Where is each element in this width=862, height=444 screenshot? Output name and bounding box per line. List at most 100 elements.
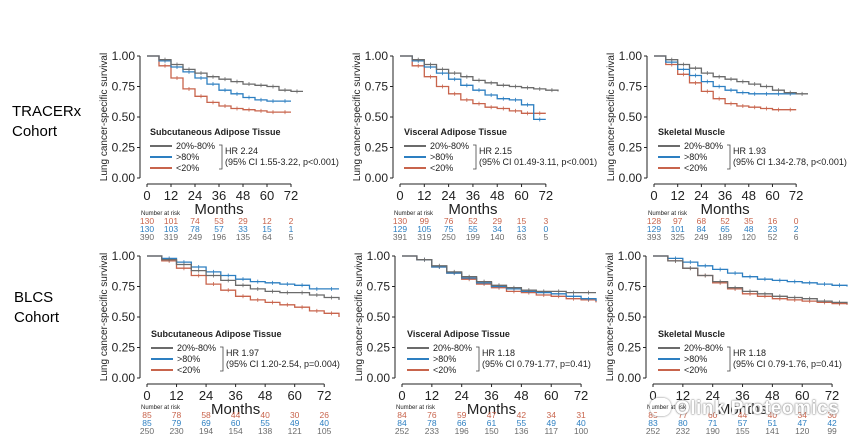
risk-count: 105: [317, 426, 331, 436]
y-tick-label: 0.50: [365, 110, 389, 124]
legend-label: <20%: [177, 365, 200, 375]
x-tick-label: 0: [398, 388, 405, 403]
x-tick-label: 0: [143, 388, 150, 403]
risk-count: 252: [646, 426, 660, 436]
y-tick-label: 1.00: [367, 249, 391, 263]
risk-count: 16: [768, 216, 778, 226]
x-tick-label: 72: [284, 188, 298, 203]
x-tick-label: 48: [258, 388, 272, 403]
risk-count: 150: [484, 426, 498, 436]
risk-count: 55: [468, 224, 478, 234]
y-tick-label: 0.75: [112, 80, 136, 94]
x-axis-label: Months: [700, 201, 749, 218]
risk-count: 135: [236, 232, 250, 242]
x-tick-label: 48: [742, 188, 756, 203]
hr-ci: (95% CI 0.79-1.76, p=0.41): [733, 359, 842, 369]
risk-table-title: Number at risk: [394, 211, 434, 217]
x-tick-label: 36: [484, 388, 498, 403]
risk-count: 85: [142, 418, 152, 428]
legend-label: <20%: [684, 365, 707, 375]
risk-count: 74: [190, 216, 200, 226]
x-tick-label: 72: [789, 188, 803, 203]
y-axis-label: Lung cancer-specific survival: [99, 53, 110, 181]
risk-count: 138: [258, 426, 272, 436]
risk-count: 29: [492, 216, 502, 226]
risk-count: 13: [517, 224, 527, 234]
risk-count: 121: [288, 426, 302, 436]
risk-count: 26: [319, 410, 329, 420]
risk-count: 76: [444, 216, 454, 226]
km-curve-low: [653, 255, 848, 305]
risk-count: 84: [397, 418, 407, 428]
risk-count: 64: [262, 232, 272, 242]
x-tick-label: 36: [735, 388, 749, 403]
y-axis-label: Lung cancer-specific survival: [606, 53, 617, 181]
risk-count: 53: [214, 216, 224, 226]
hr-bracket: [219, 144, 223, 170]
risk-count: 252: [395, 426, 409, 436]
y-tick-label: 0.75: [112, 280, 136, 294]
risk-count: 325: [671, 232, 685, 242]
risk-count: 34: [492, 224, 502, 234]
panel-title: Subcutaneous Adipose Tissue: [151, 329, 282, 339]
risk-count: 61: [487, 418, 497, 428]
risk-count: 5: [543, 232, 548, 242]
y-tick-label: 0.00: [365, 171, 389, 185]
y-axis-label: Lung cancer-specific survival: [354, 253, 365, 381]
risk-count: 52: [768, 232, 778, 242]
risk-count: 199: [466, 232, 480, 242]
legend-label: 20%-80%: [684, 141, 723, 151]
x-tick-label: 48: [236, 188, 250, 203]
risk-count: 85: [648, 410, 658, 420]
risk-count: 155: [735, 426, 749, 436]
risk-count: 30: [290, 410, 300, 420]
y-tick-label: 0.00: [112, 371, 136, 385]
panel-title: Skeletal Muscle: [658, 329, 725, 339]
legend-label: >80%: [430, 152, 453, 162]
risk-count: 129: [647, 224, 661, 234]
km-panel-1: Lung cancer-specific survival 0.00 0.25 0.5…: [99, 49, 339, 242]
panel-title: Visceral Adipose Tissue: [407, 329, 510, 339]
risk-count: 99: [420, 216, 430, 226]
risk-count: 136: [514, 426, 528, 436]
x-tick-label: 0: [649, 388, 656, 403]
risk-count: 249: [188, 232, 202, 242]
risk-count: 130: [393, 216, 407, 226]
risk-count: 250: [442, 232, 456, 242]
x-tick-label: 24: [454, 388, 468, 403]
x-tick-label: 60: [765, 188, 779, 203]
risk-count: 68: [697, 216, 707, 226]
x-tick-label: 12: [425, 388, 439, 403]
risk-count: 79: [172, 418, 182, 428]
legend-label: >80%: [433, 354, 456, 364]
x-tick-label: 48: [490, 188, 504, 203]
risk-count: 15: [262, 224, 272, 234]
x-tick-label: 60: [260, 188, 274, 203]
risk-count: 2: [289, 216, 294, 226]
hr-ci: (95% CI 01.49-3.11, p<0.001): [479, 157, 597, 167]
risk-count: 196: [455, 426, 469, 436]
risk-count: 69: [201, 418, 211, 428]
risk-count: 117: [544, 426, 558, 436]
km-curve-mid: [402, 255, 596, 294]
risk-count: 128: [647, 216, 661, 226]
legend-label: >80%: [684, 152, 707, 162]
risk-count: 80: [678, 418, 688, 428]
y-tick-label: 0.75: [365, 80, 389, 94]
x-tick-label: 60: [544, 388, 558, 403]
risk-count: 58: [201, 410, 211, 420]
risk-count: 130: [140, 216, 154, 226]
risk-count: 12: [262, 216, 272, 226]
km-curve-high: [400, 55, 546, 121]
y-tick-label: 0.50: [618, 310, 642, 324]
risk-count: 232: [676, 426, 690, 436]
legend-label: 20%-80%: [176, 141, 215, 151]
y-tick-label: 0.50: [112, 110, 136, 124]
legend-label: <20%: [176, 163, 199, 173]
risk-count: 33: [238, 224, 248, 234]
risk-count: 76: [427, 410, 437, 420]
risk-count: 6: [794, 232, 799, 242]
y-tick-label: 1.00: [618, 249, 642, 263]
risk-count: 59: [457, 410, 467, 420]
x-tick-label: 12: [164, 188, 178, 203]
